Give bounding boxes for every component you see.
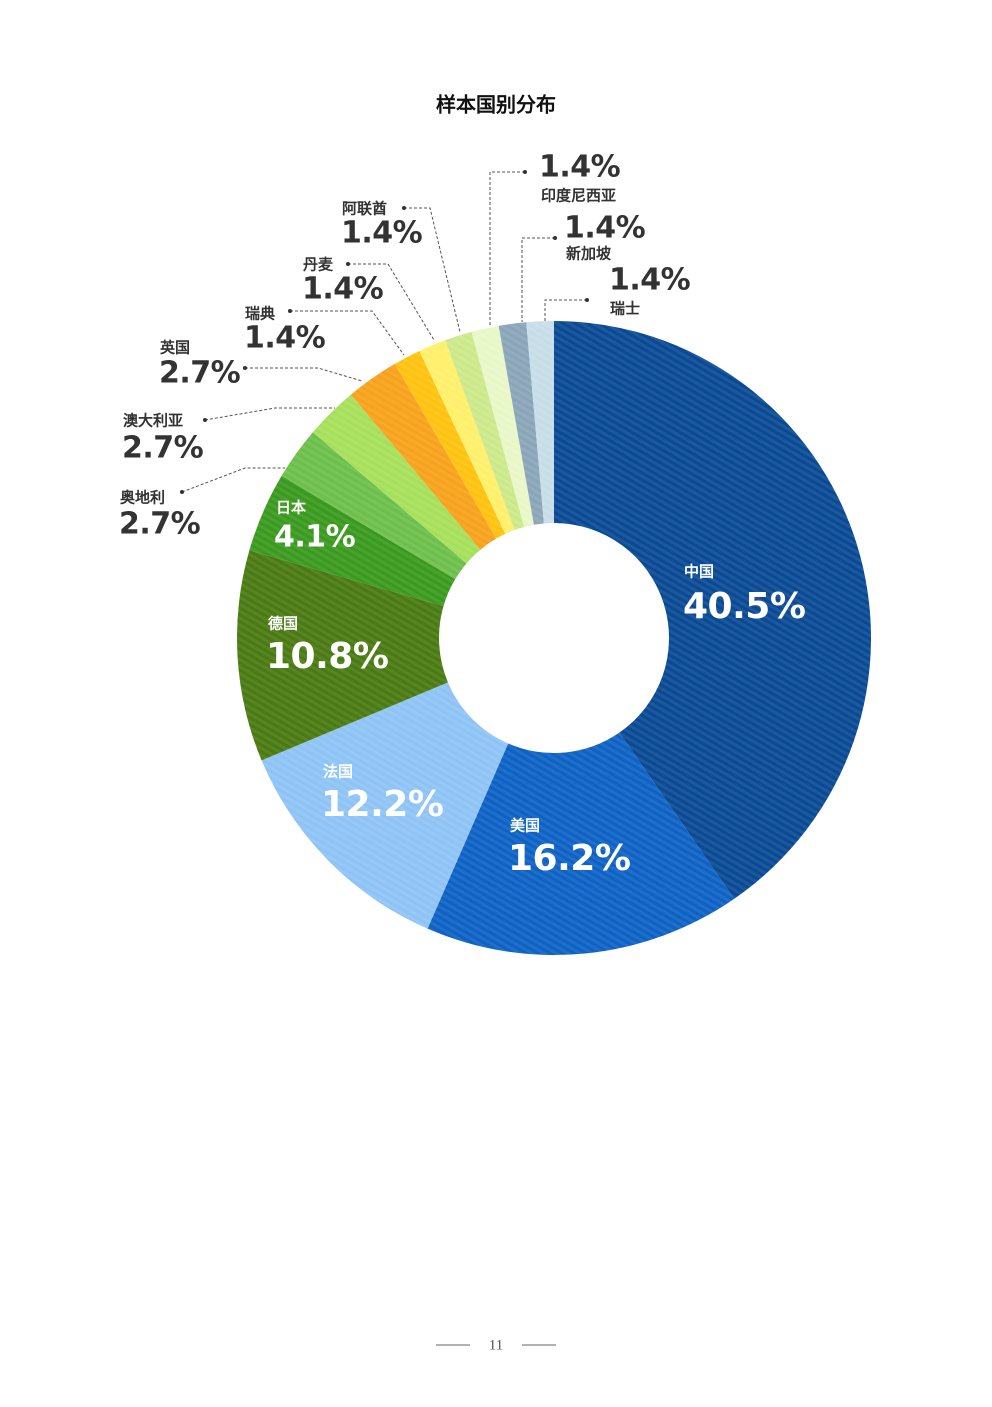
value-label: 12.2% bbox=[321, 784, 443, 825]
value-label: 2.7% bbox=[122, 431, 204, 466]
leader-dot bbox=[553, 236, 557, 240]
leader-line bbox=[544, 299, 587, 321]
slice-texture bbox=[350, 363, 497, 550]
leader-line bbox=[204, 407, 335, 421]
slice-texture bbox=[312, 394, 481, 564]
slice-texture bbox=[471, 325, 534, 527]
slice-texture bbox=[526, 321, 554, 524]
slice-name: 日本 bbox=[276, 499, 306, 517]
slice-name: 瑞典 bbox=[245, 305, 275, 323]
leader-line bbox=[245, 367, 363, 382]
leader-line bbox=[181, 467, 285, 493]
value-label: 1.4% bbox=[609, 263, 691, 298]
value-label: 40.5% bbox=[683, 586, 805, 627]
leader-dot bbox=[243, 366, 247, 370]
slice-texture bbox=[554, 321, 872, 899]
leader-dot bbox=[288, 309, 292, 313]
slice-name: 中国 bbox=[684, 563, 714, 581]
chart-title: 样本国别分布 bbox=[436, 93, 556, 117]
leader-dot bbox=[585, 298, 589, 302]
slice-name: 美国 bbox=[510, 817, 540, 835]
slice-texture bbox=[445, 331, 525, 531]
leader-line bbox=[521, 237, 555, 322]
slice-name: 丹麦 bbox=[303, 256, 334, 274]
slice-name: 澳大利亚 bbox=[123, 412, 183, 430]
value-label: 2.7% bbox=[119, 507, 201, 542]
page-number: 11 bbox=[489, 1337, 503, 1353]
value-label: 1.4% bbox=[244, 321, 326, 356]
slice-texture bbox=[498, 322, 544, 525]
leader-line bbox=[348, 263, 435, 341]
value-label: 1.4% bbox=[302, 272, 384, 307]
slice-name: 德国 bbox=[268, 615, 298, 633]
value-label: 2.7% bbox=[159, 356, 241, 391]
leader-line bbox=[404, 207, 461, 333]
slice-texture bbox=[249, 475, 456, 607]
value-label: 16.2% bbox=[508, 838, 630, 879]
slice-name: 法国 bbox=[323, 763, 353, 781]
value-label: 4.1% bbox=[274, 520, 356, 555]
leader-dot bbox=[402, 206, 406, 210]
value-label: 1.4% bbox=[341, 216, 423, 251]
leader-dot bbox=[203, 418, 207, 422]
leader-line bbox=[489, 171, 525, 325]
slice-texture bbox=[394, 350, 506, 539]
value-label: 10.8% bbox=[266, 636, 388, 677]
slice-texture bbox=[427, 732, 735, 956]
slice-texture bbox=[237, 550, 448, 761]
leader-line bbox=[290, 310, 405, 356]
value-label: 1.4% bbox=[539, 150, 621, 185]
leader-dot bbox=[523, 170, 527, 174]
slice-name: 瑞士 bbox=[610, 300, 640, 318]
value-label: 1.4% bbox=[564, 211, 646, 246]
leader-dot bbox=[180, 490, 184, 494]
slice-texture bbox=[419, 340, 515, 534]
slice-name: 新加坡 bbox=[566, 245, 611, 263]
slice-texture bbox=[261, 682, 509, 929]
slice-name: 英国 bbox=[160, 339, 190, 357]
slice-name: 奥地利 bbox=[120, 489, 165, 507]
slice-name: 印度尼西亚 bbox=[541, 187, 616, 205]
slice-name: 阿联酋 bbox=[342, 200, 387, 218]
leader-dot bbox=[346, 262, 350, 266]
slice-texture bbox=[281, 432, 467, 580]
